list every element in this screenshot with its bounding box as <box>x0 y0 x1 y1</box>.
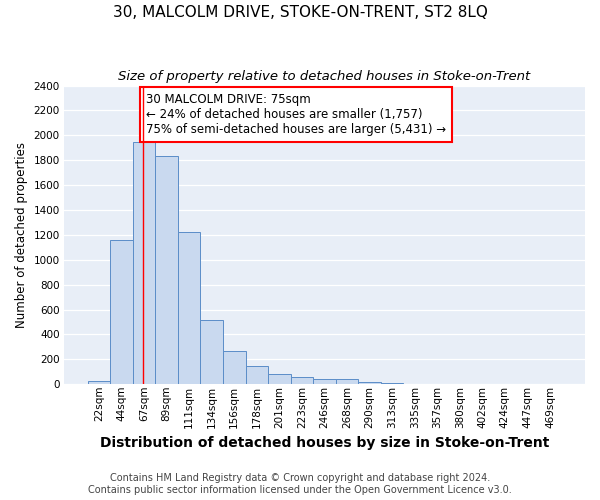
Bar <box>178 232 200 384</box>
Text: 30 MALCOLM DRIVE: 75sqm
← 24% of detached houses are smaller (1,757)
75% of semi: 30 MALCOLM DRIVE: 75sqm ← 24% of detache… <box>146 93 446 136</box>
Bar <box>133 142 155 384</box>
Bar <box>155 156 178 384</box>
Bar <box>290 378 313 384</box>
Y-axis label: Number of detached properties: Number of detached properties <box>15 142 28 328</box>
Bar <box>200 320 223 384</box>
Bar <box>110 240 133 384</box>
Title: Size of property relative to detached houses in Stoke-on-Trent: Size of property relative to detached ho… <box>118 70 530 83</box>
Text: 30, MALCOLM DRIVE, STOKE-ON-TRENT, ST2 8LQ: 30, MALCOLM DRIVE, STOKE-ON-TRENT, ST2 8… <box>113 5 487 20</box>
Bar <box>381 383 403 384</box>
Text: Contains HM Land Registry data © Crown copyright and database right 2024.
Contai: Contains HM Land Registry data © Crown c… <box>88 474 512 495</box>
Bar <box>88 381 110 384</box>
Bar <box>223 351 245 384</box>
Bar <box>268 374 290 384</box>
Bar <box>245 366 268 384</box>
Bar <box>336 380 358 384</box>
Bar <box>358 382 381 384</box>
Bar <box>313 378 336 384</box>
X-axis label: Distribution of detached houses by size in Stoke-on-Trent: Distribution of detached houses by size … <box>100 436 549 450</box>
